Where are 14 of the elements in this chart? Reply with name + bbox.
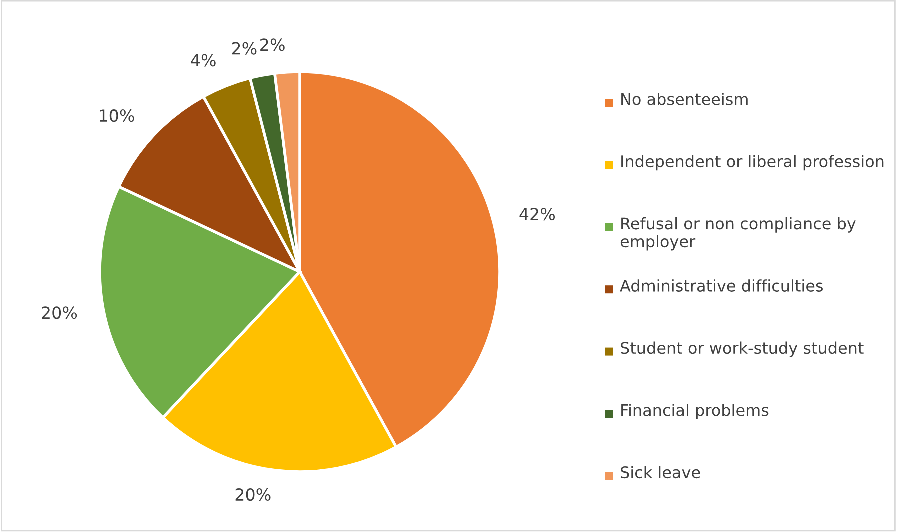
data-label: 20%: [42, 306, 78, 320]
legend-label: No absenteeism: [622, 93, 748, 106]
legend-label: Refusal or non compliance by employer: [620, 217, 856, 251]
legend-label: Administrative difficulties: [620, 280, 824, 292]
data-label: 4%: [191, 54, 216, 67]
data-label: 20%: [236, 488, 271, 502]
data-label: 2%: [232, 42, 257, 55]
legend-label: Financial problems: [622, 404, 769, 420]
legend-label: Sick leave: [621, 466, 700, 479]
data-label: 42%: [520, 208, 556, 221]
data-label: 2%: [260, 38, 285, 52]
data-label: 10%: [100, 110, 134, 122]
legend-label: Independent or liberal profession: [622, 155, 884, 171]
legend-label: Student or work-study student: [621, 342, 864, 358]
